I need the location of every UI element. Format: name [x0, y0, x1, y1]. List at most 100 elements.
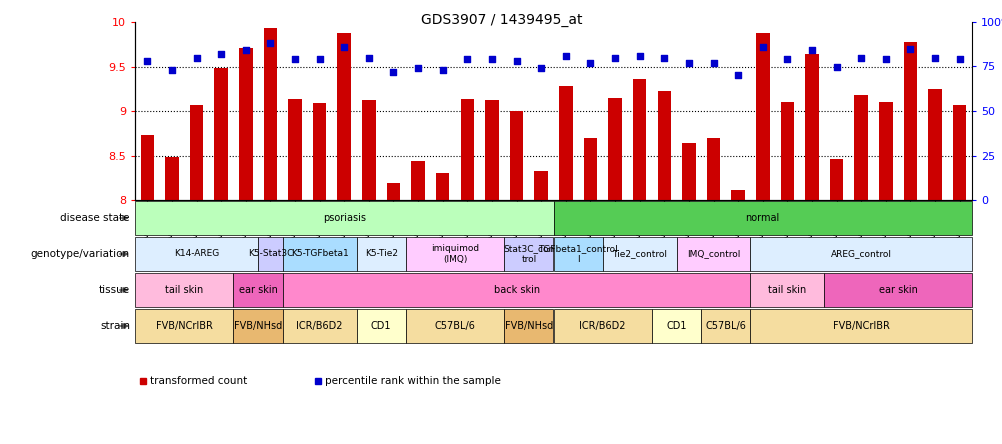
Point: [213, 51, 229, 58]
Text: psoriasis: psoriasis: [323, 213, 366, 223]
Bar: [356, 237, 406, 271]
Bar: [135, 237, 258, 271]
Bar: [749, 273, 824, 307]
Text: ear skin: ear skin: [878, 285, 917, 295]
Text: ICR/B6D2: ICR/B6D2: [296, 321, 343, 331]
Point: [163, 67, 179, 74]
Text: K5-Tie2: K5-Tie2: [365, 250, 397, 258]
Point: [680, 59, 696, 67]
Bar: [135, 309, 233, 343]
Bar: [337, 33, 351, 200]
Bar: [676, 237, 749, 271]
Bar: [264, 28, 277, 200]
Text: C57BL/6: C57BL/6: [434, 321, 475, 331]
Point: [434, 67, 450, 74]
Bar: [700, 309, 749, 343]
Text: FVB/NHsd: FVB/NHsd: [233, 321, 282, 331]
Point: [533, 65, 549, 72]
Bar: [583, 138, 596, 200]
Bar: [928, 89, 941, 200]
Text: strain: strain: [100, 321, 130, 331]
Point: [237, 47, 254, 54]
Bar: [288, 99, 302, 200]
Bar: [504, 237, 553, 271]
Bar: [632, 79, 645, 200]
Bar: [504, 309, 553, 343]
Bar: [189, 105, 203, 200]
Text: IMQ_control: IMQ_control: [686, 250, 739, 258]
Bar: [706, 138, 719, 200]
Point: [804, 47, 820, 54]
Text: tail skin: tail skin: [165, 285, 203, 295]
Point: [361, 54, 377, 61]
Bar: [233, 309, 283, 343]
Point: [336, 44, 352, 51]
Point: [951, 56, 967, 63]
Bar: [356, 309, 406, 343]
Point: [902, 45, 918, 52]
Text: normal: normal: [744, 213, 780, 223]
Point: [459, 56, 475, 63]
Bar: [460, 99, 474, 200]
Text: C57BL/6: C57BL/6: [704, 321, 745, 331]
Bar: [607, 98, 621, 200]
Text: tail skin: tail skin: [768, 285, 806, 295]
Point: [631, 52, 647, 59]
Bar: [558, 86, 572, 200]
Bar: [534, 170, 547, 200]
Text: imiquimod
(IMQ): imiquimod (IMQ): [431, 244, 479, 264]
Text: AREG_control: AREG_control: [830, 250, 891, 258]
Bar: [780, 102, 794, 200]
Bar: [509, 111, 523, 200]
Point: [754, 44, 770, 51]
Bar: [283, 237, 356, 271]
Text: TGFbeta1_control
l: TGFbeta1_control l: [538, 244, 617, 264]
Point: [582, 59, 598, 67]
Bar: [214, 68, 227, 200]
Text: FVB/NCrIBR: FVB/NCrIBR: [155, 321, 212, 331]
Text: FVB/NCrIBR: FVB/NCrIBR: [832, 321, 889, 331]
Bar: [485, 100, 498, 200]
Bar: [657, 91, 670, 200]
Text: Tie2_control: Tie2_control: [611, 250, 666, 258]
Bar: [362, 100, 376, 200]
Text: CD1: CD1: [665, 321, 686, 331]
Text: Stat3C_con
trol: Stat3C_con trol: [503, 244, 554, 264]
Point: [139, 58, 155, 65]
Bar: [681, 143, 695, 200]
Bar: [140, 135, 154, 200]
Bar: [283, 309, 356, 343]
Point: [483, 56, 499, 63]
Bar: [135, 273, 233, 307]
Bar: [406, 237, 504, 271]
Text: disease state: disease state: [60, 213, 130, 223]
Text: ear skin: ear skin: [238, 285, 278, 295]
Bar: [553, 237, 602, 271]
Bar: [878, 102, 892, 200]
Bar: [824, 273, 971, 307]
Bar: [233, 273, 283, 307]
Bar: [651, 309, 700, 343]
Point: [853, 54, 869, 61]
Bar: [903, 43, 916, 200]
Bar: [387, 183, 400, 200]
Bar: [805, 54, 818, 200]
Bar: [749, 237, 971, 271]
Text: K5-Stat3C: K5-Stat3C: [247, 250, 293, 258]
Point: [508, 58, 524, 65]
Bar: [313, 103, 326, 200]
Bar: [436, 173, 449, 200]
Text: transformed count: transformed count: [149, 377, 246, 386]
Bar: [602, 237, 676, 271]
Point: [926, 54, 942, 61]
Point: [729, 72, 745, 79]
Bar: [952, 105, 966, 200]
Point: [557, 52, 573, 59]
Text: ICR/B6D2: ICR/B6D2: [579, 321, 625, 331]
Point: [828, 63, 844, 70]
Bar: [730, 190, 744, 200]
Text: GDS3907 / 1439495_at: GDS3907 / 1439495_at: [420, 13, 582, 28]
Text: back skin: back skin: [493, 285, 539, 295]
Text: K5-TGFbeta1: K5-TGFbeta1: [291, 250, 348, 258]
Bar: [756, 33, 769, 200]
